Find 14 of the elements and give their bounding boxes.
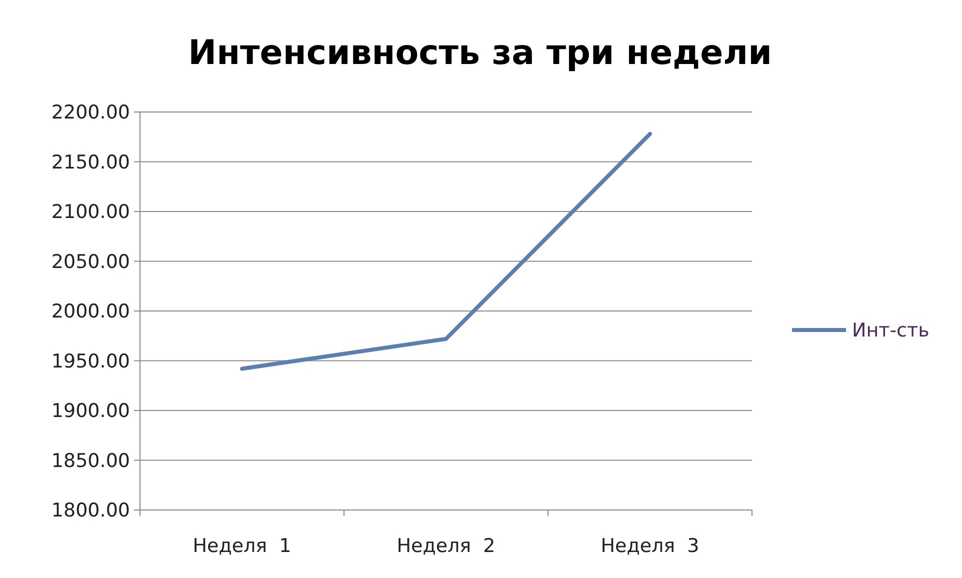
chart-title: Интенсивность за три недели bbox=[188, 33, 772, 73]
x-tick-label: Неделя 2 bbox=[396, 535, 496, 557]
x-tick-label: Неделя 3 bbox=[600, 535, 700, 557]
y-tick-label: 2050.00 bbox=[51, 250, 130, 273]
legend-label: Инт-сть bbox=[852, 320, 930, 342]
x-tick-label: Неделя 1 bbox=[192, 535, 292, 557]
y-tick-label: 2000.00 bbox=[51, 300, 130, 323]
y-tick-label: 1950.00 bbox=[51, 350, 130, 372]
y-tick-label: 2100.00 bbox=[51, 201, 130, 224]
y-tick-label: 1850.00 bbox=[51, 450, 130, 472]
y-tick-label: 1900.00 bbox=[51, 400, 130, 422]
y-tick-label: 2200.00 bbox=[51, 102, 130, 124]
y-tick-label: 2150.00 bbox=[51, 151, 130, 174]
y-tick-label: 1800.00 bbox=[51, 500, 130, 522]
